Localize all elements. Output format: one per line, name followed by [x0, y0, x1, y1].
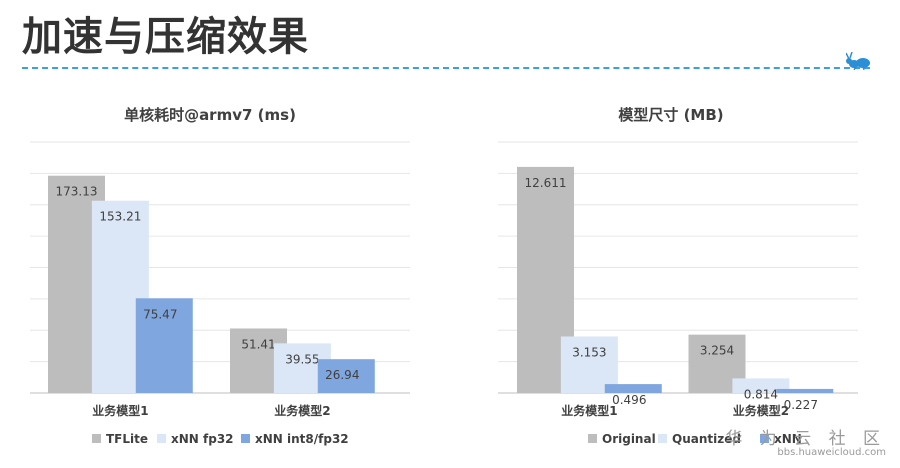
legend-swatch — [157, 434, 166, 443]
legend-label: Original — [602, 432, 656, 446]
footer-brand: 华 为 云 社 区 — [725, 429, 886, 449]
title-divider — [22, 67, 870, 69]
bar — [560, 336, 618, 393]
category-label: 业务模型2 — [733, 403, 789, 418]
data-label: 3.153 — [572, 345, 606, 359]
ant-logo-icon — [845, 51, 872, 74]
legend-swatch — [92, 434, 101, 443]
page-title: 加速与压缩效果 — [22, 14, 309, 60]
bar — [776, 388, 834, 393]
legend-label: xNN — [774, 432, 802, 446]
bar — [135, 298, 193, 393]
data-label: 26.94 — [325, 368, 359, 382]
legend-label: TFLite — [106, 432, 148, 446]
data-label: 0.814 — [744, 387, 778, 401]
bar — [317, 359, 375, 393]
data-label: 3.254 — [700, 344, 734, 358]
data-label: 0.227 — [784, 398, 818, 412]
data-label: 51.41 — [241, 337, 275, 351]
chart-title: 模型尺寸 (MB) — [618, 106, 723, 124]
footer-url: bbs.huaweicloud.com — [777, 447, 886, 458]
data-label: 153.21 — [99, 210, 141, 224]
bar — [732, 378, 790, 393]
legend-label: Quantized — [672, 432, 741, 446]
data-label: 75.47 — [143, 307, 177, 321]
legend-label: xNN int8/fp32 — [255, 432, 349, 446]
latency-chart: 单核耗时@armv7 (ms) 173.13 153.21 75.47 业务模型1 51.… — [0, 90, 450, 464]
bar — [604, 384, 662, 393]
data-label: 39.55 — [285, 352, 319, 366]
legend-swatch — [658, 434, 667, 443]
legend-swatch — [241, 434, 250, 443]
legend-swatch — [588, 434, 597, 443]
legend-label: xNN fp32 — [171, 432, 234, 446]
data-label: 0.496 — [612, 393, 646, 407]
category-label: 业务模型1 — [561, 403, 617, 418]
category-label: 业务模型2 — [274, 403, 330, 418]
data-label: 173.13 — [56, 185, 98, 199]
chart-title: 单核耗时@armv7 (ms) — [124, 106, 296, 124]
model-size-chart: 模型尺寸 (MB) 12.611 3.153 0.496 业务模型1 3.254 0.814… — [450, 90, 900, 464]
category-label: 业务模型1 — [92, 403, 148, 418]
legend-swatch — [760, 434, 769, 443]
data-label: 12.611 — [525, 176, 567, 190]
footer-watermark: 华 为 云 社 区 bbs.huaweicloud.com — [725, 424, 886, 458]
